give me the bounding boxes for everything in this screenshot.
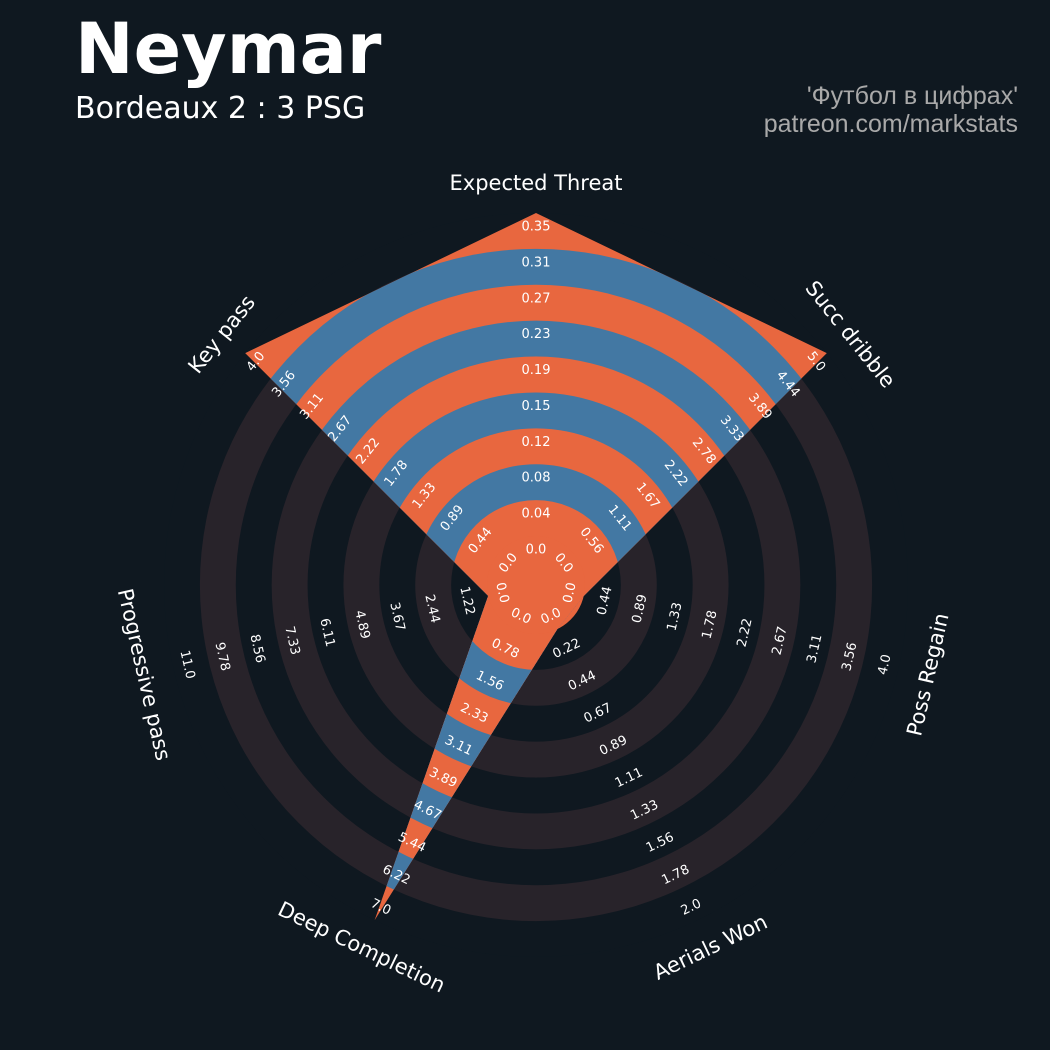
player-name-title: Neymar — [75, 8, 382, 90]
tick-label: 2.44 — [421, 593, 442, 625]
param-label: Expected Threat — [450, 171, 623, 195]
tick-label: 0.04 — [522, 507, 551, 522]
tick-label: 9.78 — [211, 641, 232, 673]
match-subtitle: Bordeaux 2 : 3 PSG — [75, 91, 366, 126]
tick-label: 11.0 — [176, 649, 197, 681]
tick-label: 0.35 — [522, 220, 551, 235]
tick-label: 2.22 — [735, 617, 756, 649]
param-label: Poss Regain — [902, 611, 953, 738]
tick-label: 8.56 — [246, 633, 267, 665]
tick-label: 3.67 — [386, 601, 407, 633]
tick-label: 0.0 — [526, 543, 547, 558]
tick-label: 0.31 — [522, 255, 551, 270]
tick-label: 0.12 — [522, 435, 551, 450]
tick-label: 0.89 — [630, 593, 651, 625]
tick-label: 0.27 — [522, 291, 551, 306]
tick-label: 0.44 — [595, 585, 616, 617]
tick-label: 4.0 — [875, 653, 894, 677]
tick-label: 0.08 — [522, 471, 551, 486]
tick-label: 1.22 — [456, 585, 477, 617]
tick-label: 7.33 — [281, 625, 302, 657]
tick-label: 3.56 — [839, 641, 860, 673]
tick-label: 6.11 — [316, 617, 337, 649]
tick-label: 3.11 — [804, 633, 825, 665]
credit-line-2: patreon.com/markstats — [763, 110, 1018, 138]
tick-label: 4.89 — [351, 609, 372, 641]
tick-label: 2.67 — [770, 625, 791, 657]
tick-label: 0.19 — [522, 363, 551, 378]
tick-label: 0.23 — [522, 327, 551, 342]
radar-hub-player — [487, 536, 585, 634]
tick-label: 1.33 — [665, 601, 686, 633]
tick-label: 0.15 — [522, 399, 551, 414]
tick-label: 0.0 — [560, 581, 579, 605]
tick-label: 1.78 — [700, 609, 721, 641]
credit-line-1: 'Футбол в цифрах' — [806, 82, 1018, 110]
tick-label: 0.0 — [492, 581, 511, 605]
